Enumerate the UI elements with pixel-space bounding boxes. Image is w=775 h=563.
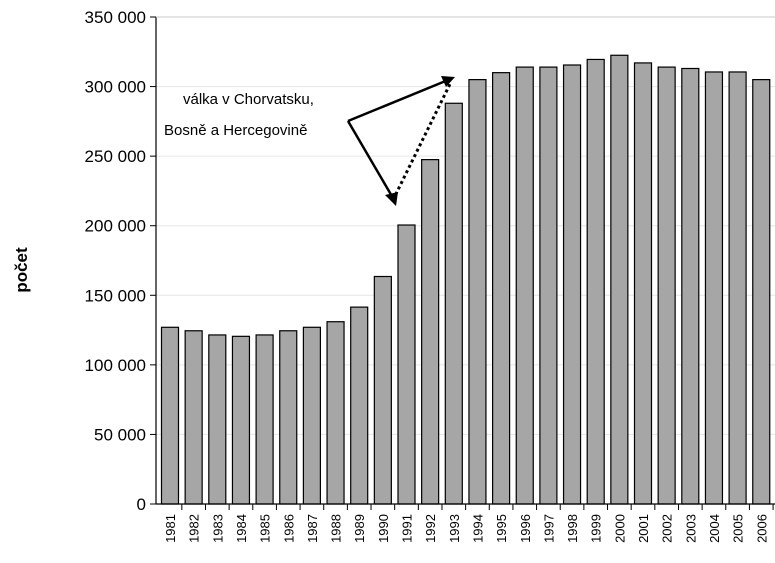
- x-tick-label: 1988: [329, 514, 344, 543]
- bar: [326, 321, 345, 505]
- bar: [468, 79, 487, 505]
- annotation-line-2: Bosně a Hercegovině: [164, 122, 307, 139]
- bar: [704, 71, 724, 505]
- bar: [633, 62, 653, 505]
- annotation-arrow-dotted: [391, 81, 453, 201]
- bar: [160, 326, 180, 505]
- axes: [150, 16, 775, 510]
- x-tick-label: 1995: [494, 514, 509, 543]
- bar: [397, 224, 416, 505]
- x-tick-labels: 1981 1982 1983 1984 1985 1986 1987 1988 1989 1990…: [163, 514, 769, 543]
- y-tick-label: 350 000: [85, 8, 146, 27]
- x-tick-label: 1987: [305, 514, 320, 543]
- x-tick-label: 2002: [660, 514, 675, 543]
- bar: [728, 71, 747, 505]
- bar: [255, 334, 274, 505]
- x-tick-label: 1983: [210, 514, 225, 543]
- y-tick-label: 50 000: [94, 425, 146, 444]
- x-tick-label: 1992: [423, 514, 438, 543]
- y-tick-labels: 0 50 000 100 000 150 000 200 000 250 000 300 0…: [85, 8, 146, 514]
- bar: [610, 54, 629, 505]
- x-tick-label: 1996: [518, 514, 533, 543]
- bar: [231, 335, 251, 505]
- x-tick-label: 1990: [376, 514, 391, 543]
- y-tick-label: 200 000: [85, 217, 146, 236]
- x-tick-label: 2003: [683, 514, 698, 543]
- x-tick-label: 1981: [163, 514, 178, 543]
- bar: [539, 66, 558, 505]
- bar: [208, 334, 227, 505]
- bar: [421, 159, 440, 505]
- annotation: válka v Chorvatsku, Bosně a Hercegovině: [164, 76, 455, 206]
- y-tick-label: 150 000: [85, 286, 146, 305]
- annotation-line-1: válka v Chorvatsku,: [183, 91, 314, 108]
- x-tick-label: 1989: [352, 514, 367, 543]
- bar: [373, 275, 392, 505]
- x-tick-label: 1994: [470, 514, 485, 543]
- annotation-arrowhead-down: [385, 192, 398, 206]
- annotation-arrow-solid: [347, 78, 449, 123]
- annotation-arrowhead-right: [441, 76, 455, 87]
- annotation-arrow-solid-down: [346, 120, 395, 199]
- bars: [160, 54, 771, 505]
- x-tick-label: 1993: [447, 514, 462, 543]
- x-tick-label: 1991: [400, 514, 415, 543]
- x-tick-label: 1982: [187, 514, 202, 543]
- bar: [586, 58, 605, 505]
- x-tick-label: 2005: [731, 514, 746, 543]
- x-tick-label: 1998: [565, 514, 580, 543]
- y-tick-label: 100 000: [85, 356, 146, 375]
- y-tick-label: 0: [137, 495, 146, 514]
- x-tick-label: 1997: [541, 514, 556, 543]
- bar: [515, 66, 534, 505]
- x-tick-label: 1984: [234, 514, 249, 543]
- x-tick-label: 2006: [754, 514, 769, 543]
- bar: [492, 72, 511, 505]
- x-tick-label: 1986: [281, 514, 296, 543]
- x-tick-label: 2004: [707, 514, 722, 543]
- y-tick-label: 250 000: [85, 147, 146, 166]
- bar: [350, 306, 369, 505]
- bar: [681, 67, 700, 505]
- bar: [562, 64, 582, 505]
- x-tick-label: 2001: [636, 514, 651, 543]
- bar: [302, 326, 321, 505]
- bar: [657, 66, 676, 505]
- bar: [184, 330, 203, 505]
- x-tick-label: 2000: [612, 514, 627, 543]
- y-axis-title: počet: [12, 247, 31, 293]
- y-tick-label: 300 000: [85, 78, 146, 97]
- x-tick-label: 1999: [589, 514, 604, 543]
- bar: [752, 79, 771, 505]
- x-tick-label: 1985: [258, 514, 273, 543]
- bar: [279, 330, 298, 505]
- bar: [444, 102, 463, 505]
